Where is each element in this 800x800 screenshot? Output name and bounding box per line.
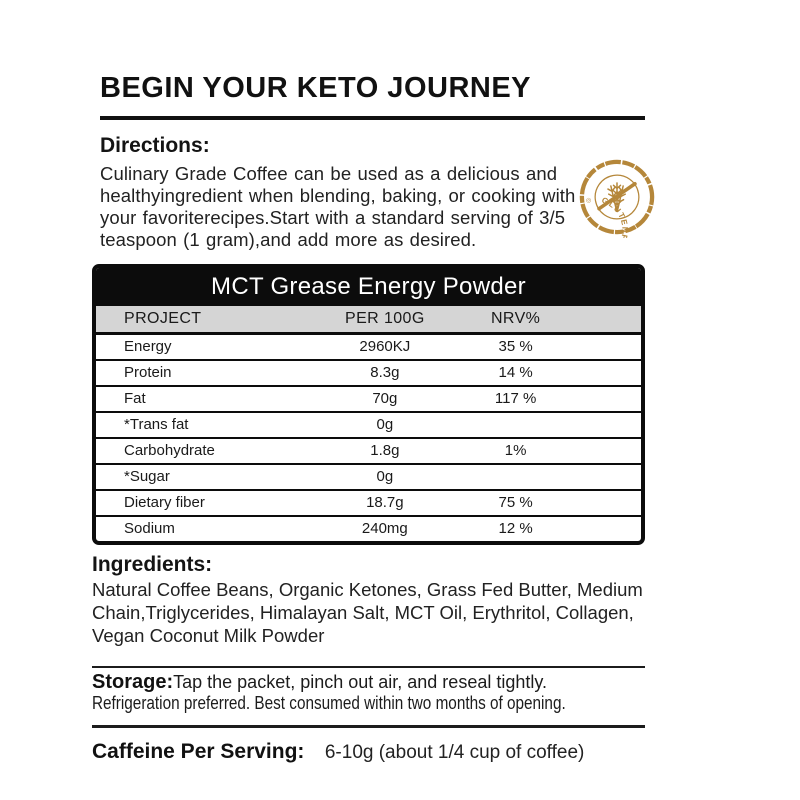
row-per100g: 0g [376, 416, 394, 433]
row-label: *Sugar [124, 468, 170, 485]
table-row: Energy 2960KJ 35 % [96, 335, 641, 361]
gluten-free-badge: GLUTENFREI GLUTENFREI ◎ ◎ [578, 159, 655, 238]
ingredients-heading: Ingredients: [92, 553, 213, 576]
caffeine-section: Caffeine Per Serving: 6-10g (about 1/4 c… [92, 739, 645, 767]
column-header-project: PROJECT [124, 310, 202, 327]
row-nrv: 75 % [498, 494, 533, 511]
table-row: Protein 8.3g 14 % [96, 361, 641, 387]
row-nrv: 117 % [494, 390, 537, 407]
nutrition-table-title: MCT Grease Energy Powder [96, 268, 641, 306]
ingredients-text: Natural Coffee Beans, Organic Ketones, G… [92, 579, 643, 646]
row-label: Carbohydrate [124, 442, 215, 459]
badge-outer-ring [579, 159, 655, 235]
title-underline [100, 116, 645, 120]
row-per100g: 240mg [361, 520, 408, 537]
row-label: Sodium [124, 520, 175, 537]
row-per100g: 0g [376, 468, 394, 485]
label-content: BEGIN YOUR KETO JOURNEY Directions: Culi… [92, 0, 645, 767]
row-per100g: 8.3g [370, 364, 400, 381]
caffeine-value: 6-10g (about 1/4 cup of coffee) [324, 741, 585, 763]
row-nrv: 14 % [498, 364, 533, 381]
storage-divider [92, 665, 645, 668]
page-title: BEGIN YOUR KETO JOURNEY [100, 72, 532, 104]
row-per100g: 2960KJ [359, 338, 411, 355]
storage-text-line2: Refrigeration preferred. Best consumed w… [92, 692, 566, 713]
row-per100g: 70g [372, 390, 398, 407]
table-row: Carbohydrate 1.8g 1% [96, 439, 641, 465]
storage-section: Storage:Tap the packet, pinch out air, a… [92, 670, 645, 714]
row-label: Protein [124, 364, 172, 381]
column-header-nrv: NRV% [490, 310, 541, 327]
column-header-per100g: PER 100G [345, 310, 425, 327]
nutrition-table-header: PROJECT PER 100G NRV% [96, 306, 641, 335]
row-per100g: 1.8g [370, 442, 400, 459]
table-row: Dietary fiber 18.7g 75 % [96, 491, 641, 517]
badge-separator-left: ◎ [585, 196, 592, 204]
row-nrv: 35 % [498, 338, 533, 355]
directions-text: Culinary Grade Coffee can be used as a d… [100, 163, 576, 250]
row-label: Energy [124, 338, 172, 355]
table-row: *Trans fat 0g [96, 413, 641, 439]
table-row: Fat 70g 117 % [96, 387, 641, 413]
row-nrv: 12 % [498, 520, 533, 537]
caffeine-divider [92, 724, 645, 728]
table-row: Sodium 240mg 12 % [96, 517, 641, 541]
directions-heading: Directions: [100, 134, 210, 157]
table-row: *Sugar 0g [96, 465, 641, 491]
caffeine-heading: Caffeine Per Serving: [92, 739, 305, 763]
storage-heading: Storage: [92, 670, 174, 693]
badge-inner-ring [594, 174, 640, 220]
row-per100g: 18.7g [366, 494, 404, 511]
row-label: *Trans fat [124, 416, 189, 433]
slash-icon [597, 181, 637, 211]
storage-text-line1: Tap the packet, pinch out air, and resea… [173, 671, 548, 692]
row-label: Fat [124, 390, 146, 407]
row-nrv: 1% [504, 442, 527, 459]
row-label: Dietary fiber [124, 494, 205, 511]
nutrition-table: MCT Grease Energy Powder PROJECT PER 100… [92, 264, 645, 545]
